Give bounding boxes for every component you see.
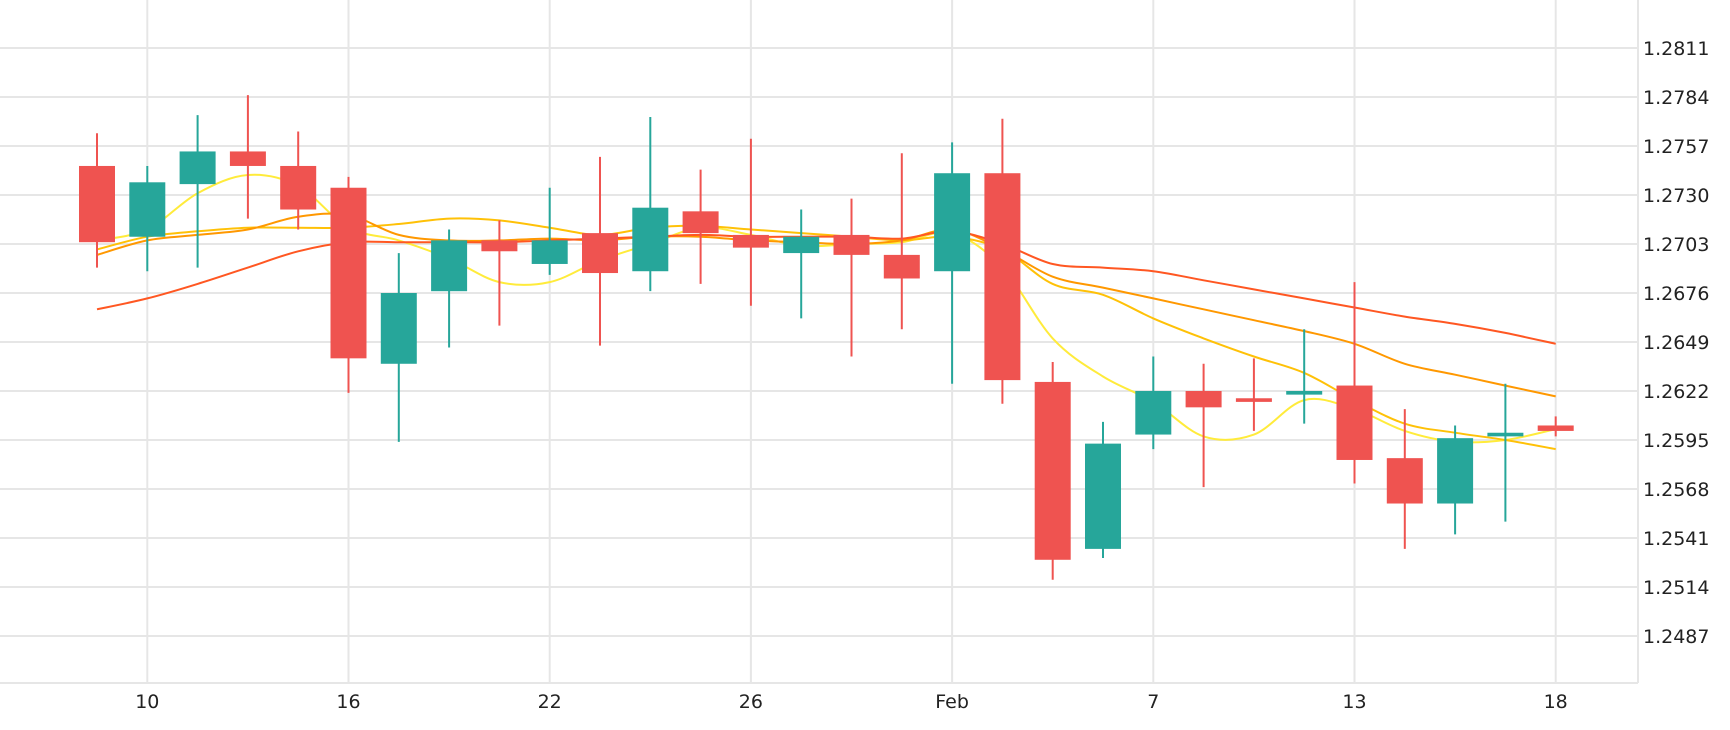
y-tick-label: 1.2568 [1643, 479, 1709, 501]
candle [481, 220, 518, 326]
candle [582, 156, 618, 346]
y-tick-label: 1.2757 [1643, 136, 1709, 158]
candle [1135, 356, 1172, 450]
candle [1085, 421, 1121, 558]
x-tick-label: 13 [1342, 691, 1366, 713]
candle [79, 133, 115, 268]
y-tick-label: 1.2622 [1643, 381, 1709, 403]
candle [179, 115, 216, 268]
candle-body [1487, 432, 1524, 437]
candle [229, 95, 266, 219]
candle-body [1336, 385, 1373, 460]
x-tick-label: 26 [739, 691, 763, 713]
candle-body [79, 165, 115, 243]
candle-body [1286, 391, 1323, 395]
moving-average-line-4 [96, 230, 1556, 345]
candle-body [783, 236, 820, 254]
candle [1386, 409, 1423, 549]
candle [1336, 282, 1373, 484]
candle [632, 116, 669, 292]
candle-body [883, 254, 920, 279]
candle-body [1185, 391, 1222, 408]
candle-body [129, 182, 166, 237]
candle-body [179, 151, 216, 185]
candle [280, 131, 317, 230]
y-tick-label: 1.2595 [1643, 430, 1709, 452]
candle-body [280, 165, 317, 210]
candle-body [531, 240, 568, 264]
x-tick-label: 18 [1544, 691, 1568, 713]
candle-body [732, 234, 769, 248]
y-tick-label: 1.2649 [1643, 332, 1709, 354]
y-tick-label: 1.2676 [1643, 283, 1709, 305]
candle-body [380, 293, 417, 364]
candle [1235, 358, 1272, 431]
y-tick-label: 1.2784 [1643, 87, 1709, 109]
y-axis-ticks: 1.2811 1.2784 1.2757 1.2730 1.2703 1.2676 1.26… [1643, 38, 1709, 648]
candle-body [682, 211, 719, 234]
candle-body [1235, 398, 1272, 402]
y-tick-label: 1.2487 [1643, 626, 1709, 648]
candle [380, 253, 417, 442]
candle [431, 229, 468, 348]
candle-body [1085, 443, 1121, 549]
candle [531, 187, 568, 275]
candle-body [833, 234, 870, 255]
y-tick-label: 1.2811 [1643, 38, 1709, 60]
candle [1185, 363, 1222, 488]
x-tick-label: 22 [538, 691, 562, 713]
x-tick-label: 16 [336, 691, 360, 713]
candle [1537, 416, 1574, 437]
grid [0, 0, 1639, 684]
candle-body [431, 240, 468, 292]
candle [883, 153, 920, 330]
candle [984, 118, 1021, 404]
x-tick-label: 7 [1147, 691, 1159, 713]
candle-body [330, 187, 367, 359]
x-axis-ticks: 10 16 22 26 Feb 7 13 18 [135, 691, 1568, 713]
candle-body [1537, 425, 1574, 431]
candle [129, 165, 166, 272]
candle [682, 169, 719, 284]
candle-body [1034, 381, 1071, 560]
candle [783, 209, 820, 319]
candle-body [934, 173, 971, 272]
candles [79, 95, 1574, 580]
candle [732, 138, 769, 306]
y-tick-label: 1.2703 [1643, 234, 1709, 256]
candle-body [1386, 458, 1423, 504]
candle-body [984, 173, 1021, 381]
candle [1437, 425, 1474, 535]
candle-body [632, 207, 669, 272]
y-tick-label: 1.2541 [1643, 528, 1709, 550]
x-tick-label: Feb [935, 691, 969, 713]
y-tick-label: 1.2514 [1643, 577, 1709, 599]
candle-body [1437, 438, 1474, 504]
candle [330, 176, 367, 393]
candle [1034, 361, 1071, 580]
x-tick-label: 10 [135, 691, 159, 713]
candle [934, 142, 971, 384]
candle-body [1135, 391, 1172, 435]
y-tick-label: 1.2730 [1643, 185, 1709, 207]
candle [833, 198, 870, 357]
candle [1286, 329, 1323, 424]
candle [1487, 383, 1524, 522]
candle-body [229, 151, 266, 166]
candle-body [582, 233, 618, 274]
candle-body [481, 240, 518, 252]
